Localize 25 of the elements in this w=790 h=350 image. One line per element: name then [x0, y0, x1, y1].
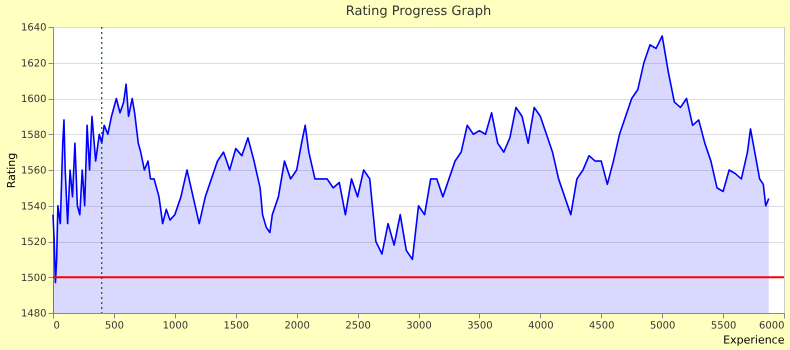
y-tick-label: 1500	[21, 272, 46, 284]
x-tick-label: 1500	[224, 320, 249, 332]
y-tick-label: 1640	[21, 22, 46, 34]
x-tick-label: 4500	[589, 320, 614, 332]
x-tick-label: 2000	[284, 320, 310, 332]
y-tick-label: 1620	[21, 58, 46, 70]
y-axis-title: Rating	[5, 152, 18, 188]
x-tick-label: 5500	[710, 320, 736, 332]
x-tick-label: 5000	[650, 320, 676, 332]
y-tick-label: 1580	[21, 130, 46, 141]
chart-title: Rating Progress Graph	[346, 4, 492, 19]
x-tick-label: 4000	[528, 320, 554, 332]
x-tick-label: 500	[104, 320, 124, 332]
y-tick-label: 1480	[21, 308, 46, 320]
x-tick-label: 2500	[345, 320, 371, 332]
x-tick-label: 6000	[759, 320, 784, 332]
y-tick-label: 1560	[21, 166, 46, 176]
y-tick-label: 1600	[21, 94, 46, 105]
x-tick-label: 1000	[162, 320, 188, 332]
y-tick-label: 1520	[21, 237, 46, 248]
x-axis-title: Experience	[723, 334, 785, 346]
x-tick-label: 3500	[467, 320, 493, 332]
x-tick-label: 0	[54, 320, 60, 332]
x-tick-label: 3000	[406, 320, 432, 332]
y-tick-label: 1540	[21, 201, 46, 212]
